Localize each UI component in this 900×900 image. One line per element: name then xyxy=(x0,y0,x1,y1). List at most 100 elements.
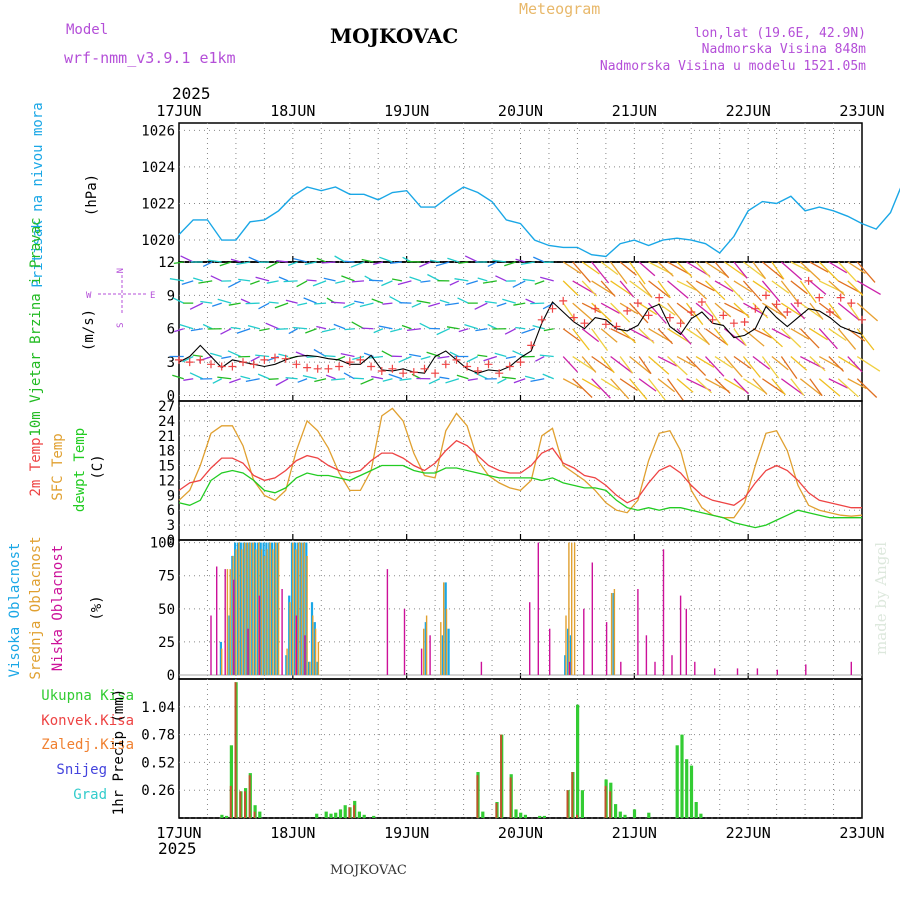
model-name: wrf-nmm_v3.9.1 e1km xyxy=(64,49,236,67)
wind-arrow xyxy=(283,280,298,283)
wind-arrow xyxy=(581,261,600,275)
cloud-high-bar xyxy=(242,542,245,675)
wind-arrow xyxy=(752,356,771,370)
wind-gust-marker xyxy=(484,360,493,369)
wind-arrow xyxy=(828,356,845,372)
cloud-low-bar xyxy=(679,595,682,675)
wind-arrow xyxy=(522,278,535,282)
wind-arrow xyxy=(247,324,260,330)
wind-arrow xyxy=(406,260,421,263)
wind-arrow xyxy=(743,378,767,394)
temp-tick-label: 24 xyxy=(158,414,175,430)
wind-gust-marker xyxy=(836,293,845,302)
wind-arrow xyxy=(330,301,346,304)
wind-arrow xyxy=(353,377,365,380)
cloud-high-bar xyxy=(265,542,268,675)
wind-arrow xyxy=(278,276,289,282)
cloud-high-bar xyxy=(245,542,248,675)
wind-arrow xyxy=(303,297,317,304)
wind-arrow xyxy=(202,261,213,267)
cloud-low-bar xyxy=(591,562,593,675)
wind-arrow xyxy=(847,280,864,296)
wind-arrow xyxy=(600,378,620,391)
wind-arrow xyxy=(368,279,383,282)
wind-arrow xyxy=(828,302,842,321)
wind-arrow xyxy=(856,328,875,351)
wind-arrow xyxy=(676,328,692,345)
wind-arrow xyxy=(445,378,460,384)
pressure-axis-title: Pritisak na nivou mora xyxy=(30,102,46,287)
wind-arrow xyxy=(581,356,597,373)
cloud-low-bar xyxy=(549,628,551,675)
temp-axis-title-sfc: SFC Temp xyxy=(50,433,66,500)
cloud-mid-bar xyxy=(565,615,567,676)
wind-arrow xyxy=(397,280,412,286)
wind-arrow xyxy=(230,326,241,330)
cloud-mid-bar xyxy=(286,648,288,676)
wind-gust-marker xyxy=(815,293,824,302)
wind-arrow xyxy=(714,355,733,369)
precip-total-bar xyxy=(523,814,527,818)
cloud-high-bar xyxy=(251,542,254,675)
wind-arrow xyxy=(458,261,469,265)
wind-arrow xyxy=(296,280,308,288)
cloud-mid-bar xyxy=(243,542,246,675)
wind-arrow xyxy=(259,328,270,332)
wind-arrow xyxy=(502,298,516,304)
wind-arrow xyxy=(368,355,384,359)
cloud-low-bar xyxy=(210,615,212,676)
wind-gust-marker xyxy=(367,362,376,371)
wind-arrow xyxy=(847,356,863,373)
wind-gust-marker xyxy=(335,362,344,371)
wind-arrow xyxy=(542,373,554,380)
cloud-high-bar xyxy=(231,555,234,675)
wind-arrow xyxy=(799,261,821,281)
wind-speed-line xyxy=(178,301,863,374)
x-year-top: 2025 xyxy=(172,84,211,103)
wind-arrow xyxy=(477,277,488,282)
wind-arrow xyxy=(667,378,684,401)
wind-gust-marker xyxy=(826,308,834,316)
x-label-top: 21JUN xyxy=(612,102,657,120)
wind-arrow xyxy=(543,328,554,332)
wind-arrow xyxy=(477,354,488,358)
cloud-axis-title-low: Niska Oblacnost xyxy=(50,545,66,671)
wind-arrow xyxy=(371,375,384,380)
wind-arrow xyxy=(420,355,431,360)
wind-gust-marker xyxy=(527,341,536,350)
wind-arrow xyxy=(648,302,667,324)
wind-arrow xyxy=(572,261,591,283)
wind-arrow xyxy=(828,378,848,389)
cloud-low-bar xyxy=(694,661,696,675)
cloud-mid-bar xyxy=(240,549,243,676)
wind-arrow xyxy=(600,328,618,343)
wind-arrow xyxy=(248,256,260,263)
precip-total-bar xyxy=(576,704,580,818)
wind-gust-marker xyxy=(249,360,258,369)
wind-arrow xyxy=(449,351,460,358)
wind-arrow xyxy=(331,378,346,381)
wind-arrow xyxy=(752,280,771,294)
cloud-axis-title-mid: Srednja Oblacnost xyxy=(28,536,44,679)
wind-arrow xyxy=(228,302,241,306)
wind-arrow xyxy=(591,328,609,351)
wind-arrow xyxy=(314,302,327,305)
wind-arrow xyxy=(856,355,881,372)
wind-arrow xyxy=(240,375,251,380)
wind-gust-marker xyxy=(601,320,610,329)
wind-arrow xyxy=(837,355,862,371)
wind-gust-marker xyxy=(719,311,728,320)
wind-arrow xyxy=(524,375,535,380)
wind-arrow xyxy=(316,325,327,330)
wind-gust-marker xyxy=(697,298,706,306)
cloud-low-bar xyxy=(714,668,716,675)
wind-arrow xyxy=(780,328,802,348)
wind-arrow xyxy=(411,302,422,308)
wind-gust-marker xyxy=(388,364,397,373)
wind-arrow xyxy=(245,378,260,383)
wind-arrow xyxy=(483,355,497,362)
cloud-mid-bar xyxy=(235,549,237,676)
wind-arrow xyxy=(667,280,689,299)
wind-arrow xyxy=(258,302,270,310)
wind-arrow xyxy=(799,280,817,304)
